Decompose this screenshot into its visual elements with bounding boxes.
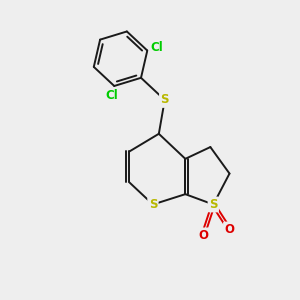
Text: O: O <box>198 229 208 242</box>
Text: O: O <box>224 223 235 236</box>
Text: S: S <box>160 93 169 106</box>
Text: Cl: Cl <box>106 89 118 102</box>
Text: Cl: Cl <box>150 41 163 54</box>
Text: S: S <box>209 198 218 211</box>
Text: S: S <box>149 198 157 211</box>
